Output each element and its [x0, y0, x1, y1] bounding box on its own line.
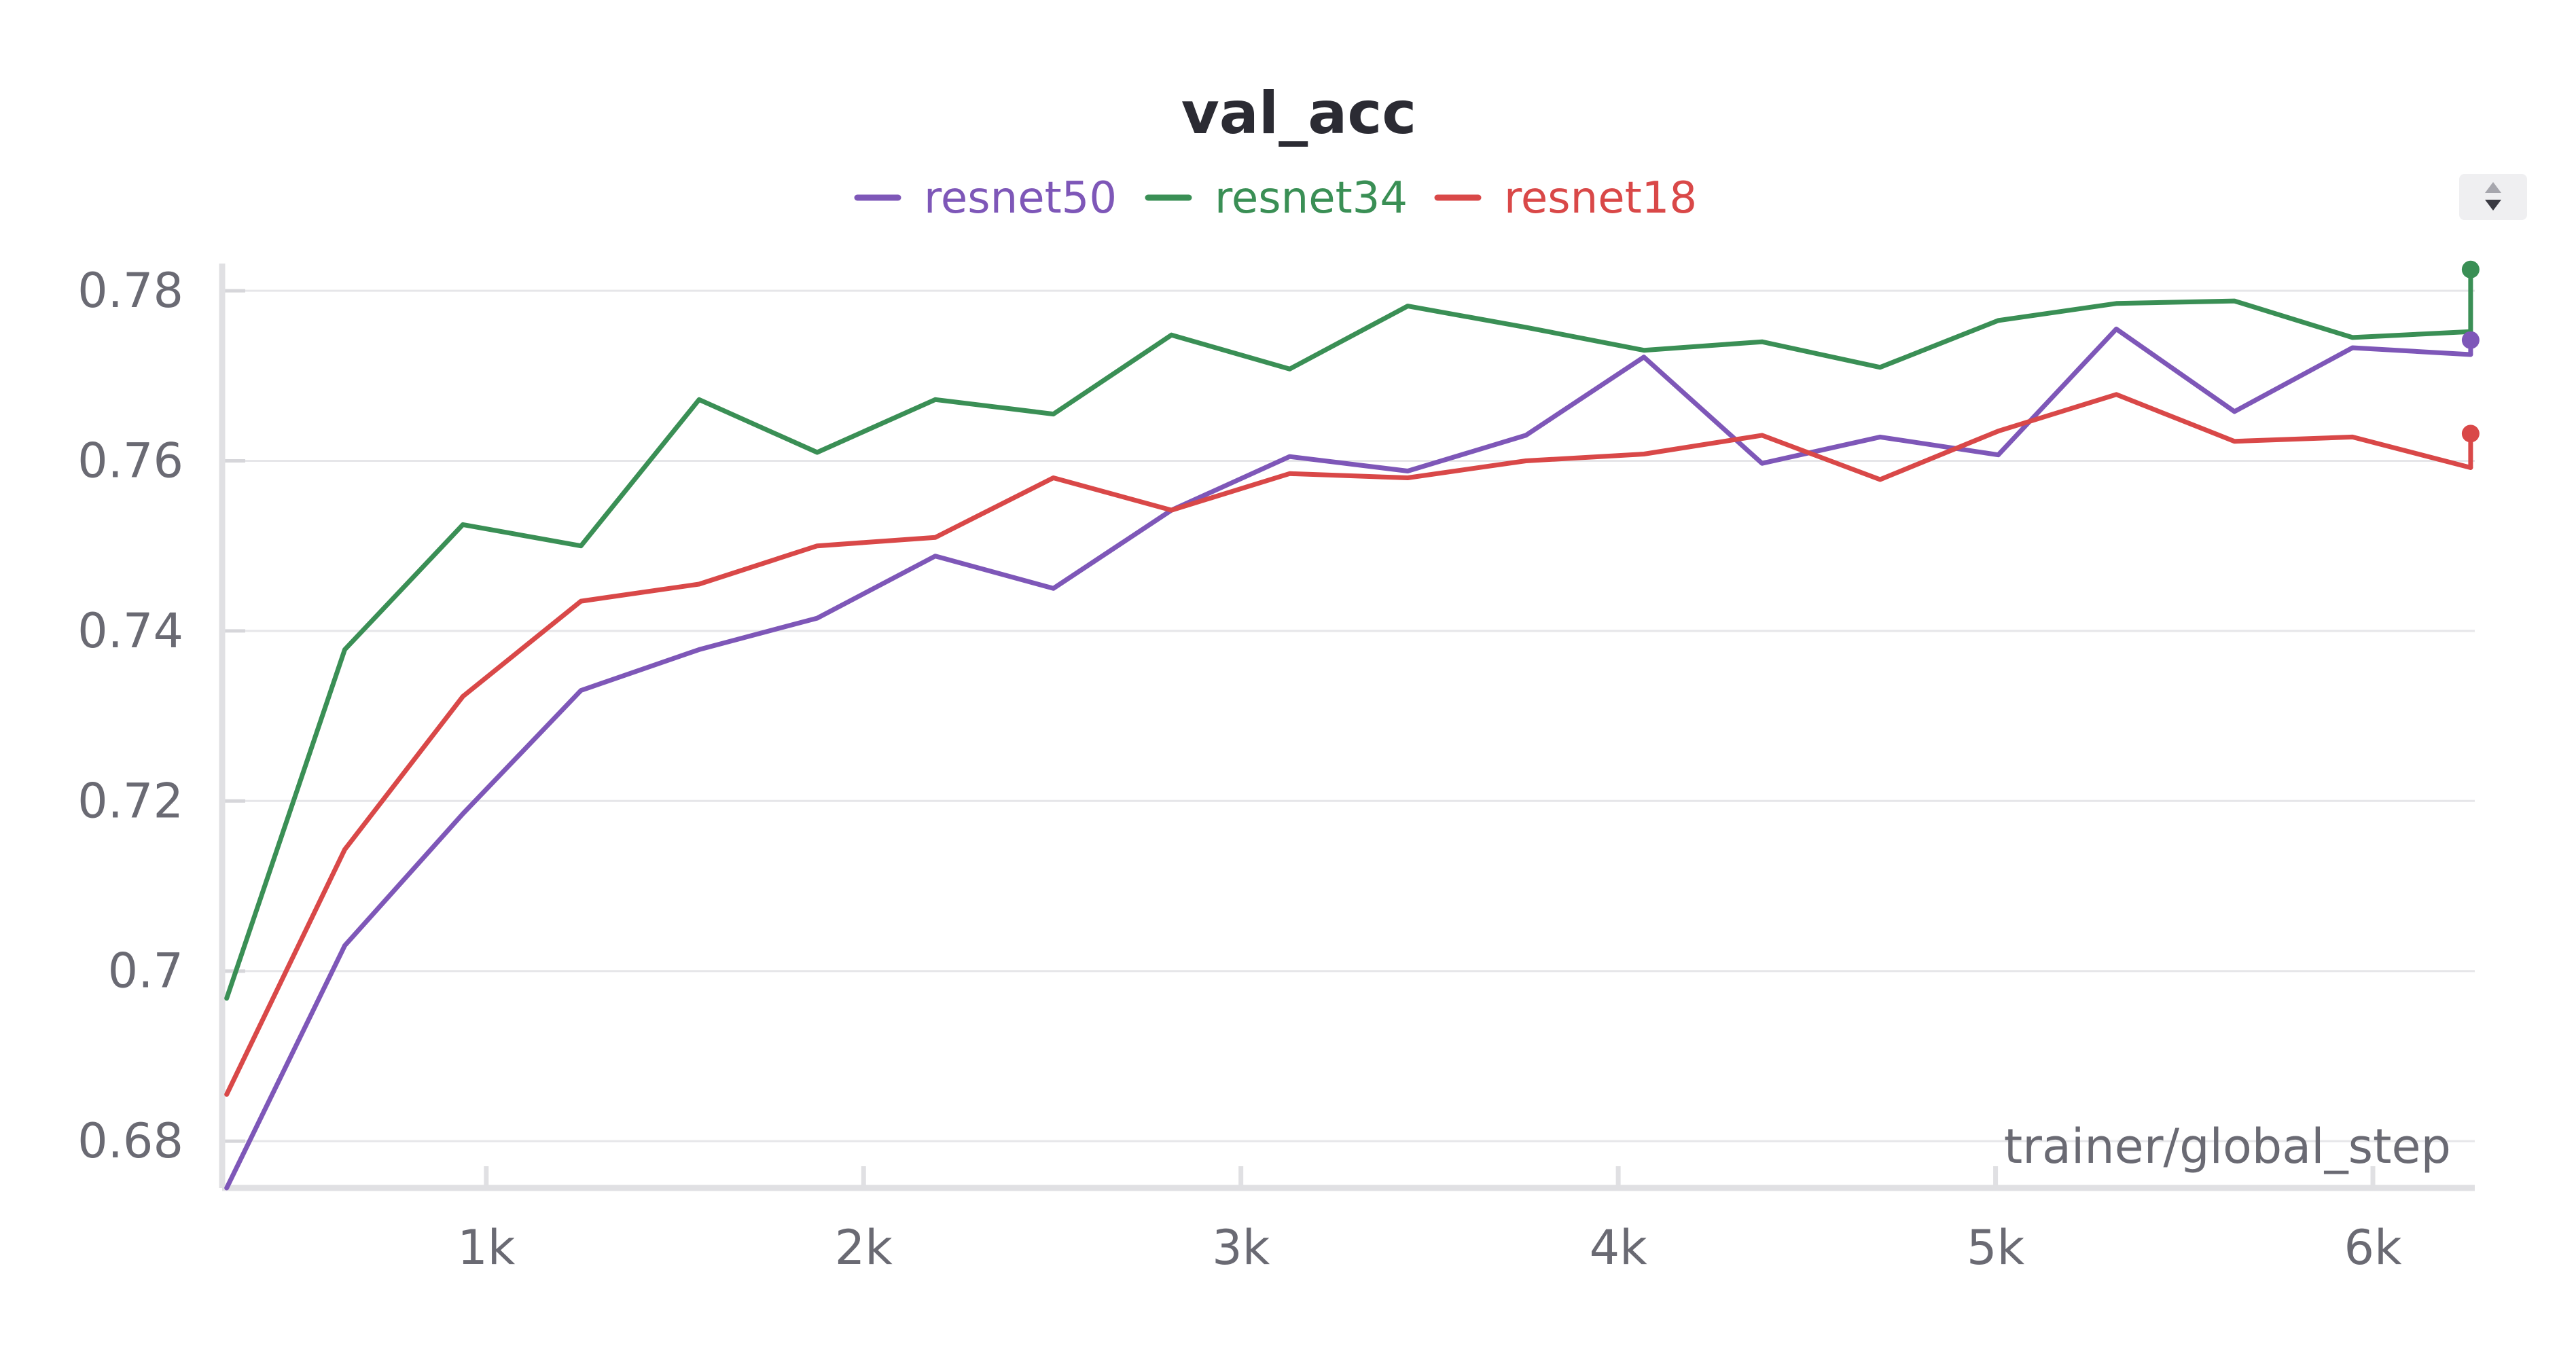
y-tick-label: 0.74 — [77, 603, 183, 659]
x-axis-label: trainer/global_step — [2004, 1119, 2451, 1174]
end-point-resnet34 — [2461, 260, 2480, 278]
x-tick-label: 6k — [2344, 1220, 2402, 1276]
series-line-resnet50 — [224, 326, 2473, 1191]
y-tick-label: 0.76 — [77, 433, 183, 488]
x-tick-label: 1k — [457, 1220, 516, 1276]
x-tick-label: 5k — [1967, 1220, 2025, 1276]
x-tick-labels: 1k 2k 3k 4k 5k 6k — [457, 1166, 2402, 1276]
series-lines — [224, 298, 2473, 1191]
legend-scroll-button[interactable] — [2459, 174, 2527, 220]
series-line-resnet18 — [224, 392, 2473, 1097]
y-tick-label: 0.68 — [77, 1113, 183, 1169]
legend-label-resnet34: resnet34 — [1215, 173, 1408, 223]
y-tick-label: 0.7 — [108, 943, 183, 999]
y-tick-label: 0.78 — [77, 263, 183, 319]
end-point-resnet50 — [2461, 331, 2480, 349]
axes — [219, 264, 2475, 1191]
chart-title: val_acc — [1181, 79, 1417, 147]
y-tick-labels: 0.68 0.7 0.72 0.74 0.76 0.78 — [77, 263, 183, 1169]
grid-lines — [222, 289, 2475, 1143]
end-markers — [2461, 260, 2480, 468]
legend: resnet50 resnet34 resnet18 — [854, 173, 1697, 223]
end-point-resnet18 — [2461, 425, 2480, 443]
x-tick-label: 2k — [835, 1220, 893, 1276]
y-tick-label: 0.72 — [77, 773, 183, 829]
arrow-down-icon — [2485, 200, 2501, 211]
series-line-resnet34 — [224, 298, 2473, 1001]
legend-label-resnet50: resnet50 — [924, 173, 1117, 223]
x-tick-label: 3k — [1212, 1220, 1270, 1276]
arrow-up-icon — [2485, 182, 2501, 193]
x-tick-label: 4k — [1590, 1220, 1648, 1276]
legend-label-resnet18: resnet18 — [1504, 173, 1697, 223]
